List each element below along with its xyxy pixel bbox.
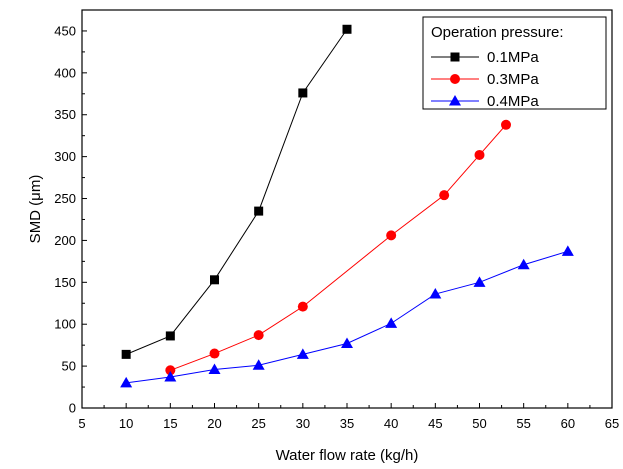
x-tick-label: 50	[472, 416, 486, 431]
y-tick-label: 350	[54, 107, 76, 122]
x-tick-label: 35	[340, 416, 354, 431]
x-tick-label: 20	[207, 416, 221, 431]
legend-marker-0-3mpa	[450, 74, 460, 84]
legend-label-0-1mpa: 0.1MPa	[487, 49, 539, 66]
legend-marker-0-4mpa	[449, 95, 461, 106]
data-point-0-4mpa	[164, 370, 177, 382]
x-tick-label: 30	[296, 416, 310, 431]
x-tick-label: 45	[428, 416, 442, 431]
legend-label-0-3mpa: 0.3MPa	[487, 71, 539, 88]
series-line-0-3mpa	[170, 124, 507, 371]
series-0-3mpa	[165, 119, 511, 376]
y-axis-title: SMD (μm)	[27, 175, 44, 244]
x-tick-label: 55	[516, 416, 530, 431]
data-point-0-1mpa	[342, 24, 352, 34]
x-tick-label: 65	[605, 416, 619, 431]
data-point-0-1mpa	[298, 88, 308, 98]
x-tick-label: 60	[561, 416, 575, 431]
y-tick-label: 200	[54, 233, 76, 248]
data-point-0-4mpa	[341, 337, 353, 348]
data-point-0-4mpa	[473, 276, 486, 287]
y-tick-label: 100	[54, 317, 76, 332]
x-axis-title: Water flow rate (kg/h)	[276, 447, 419, 464]
data-point-0-1mpa	[165, 331, 175, 341]
legend-label-0-4mpa: 0.4MPa	[487, 93, 539, 110]
data-point-0-4mpa	[517, 258, 530, 270]
y-axis: 0 50 100 150 200 250 300 350 400 450	[54, 9, 87, 416]
data-point-0-4mpa	[120, 376, 133, 388]
series-0-1mpa	[121, 24, 352, 359]
data-point-0-3mpa	[474, 149, 485, 160]
y-tick-label: 250	[54, 191, 76, 206]
data-point-0-4mpa	[296, 348, 309, 359]
data-point-0-3mpa	[386, 230, 397, 241]
x-tick-label: 10	[119, 416, 133, 431]
data-point-0-1mpa	[254, 206, 264, 216]
data-point-0-4mpa	[561, 245, 574, 256]
data-point-0-4mpa	[252, 359, 265, 370]
x-tick-label: 25	[251, 416, 265, 431]
series-line-0-1mpa	[125, 28, 348, 355]
data-point-0-1mpa	[210, 275, 219, 285]
y-tick-label: 400	[54, 65, 76, 80]
data-point-0-3mpa	[165, 365, 176, 376]
data-point-0-3mpa	[297, 301, 308, 312]
data-point-0-1mpa	[121, 349, 131, 359]
data-point-0-3mpa	[439, 190, 450, 201]
legend-title: Operation pressure:	[431, 24, 564, 41]
legend: Operation pressure: 0.1MPa 0.3MPa 0.4MPa	[422, 16, 607, 110]
x-tick-label: 15	[163, 416, 177, 431]
y-tick-label: 50	[62, 359, 76, 374]
x-tick-label: 5	[78, 416, 85, 431]
y-tick-label: 300	[54, 149, 76, 164]
data-point-0-4mpa	[385, 317, 398, 328]
legend-box	[422, 16, 607, 110]
data-point-0-4mpa	[429, 288, 442, 299]
data-point-0-3mpa	[501, 119, 511, 130]
series-0-4mpa	[120, 245, 574, 388]
legend-marker-0-1mpa	[450, 52, 460, 62]
x-axis: 5 10 15 20 25 30 35 40 45 50 55 60 65	[78, 403, 619, 431]
y-tick-label: 150	[54, 275, 76, 290]
data-point-0-3mpa	[209, 348, 220, 359]
y-tick-label: 0	[69, 401, 76, 416]
data-point-0-3mpa	[253, 330, 264, 341]
data-point-0-4mpa	[208, 363, 221, 374]
series-layer	[120, 24, 574, 388]
y-tick-label: 450	[54, 23, 76, 38]
x-tick-label: 40	[384, 416, 398, 431]
